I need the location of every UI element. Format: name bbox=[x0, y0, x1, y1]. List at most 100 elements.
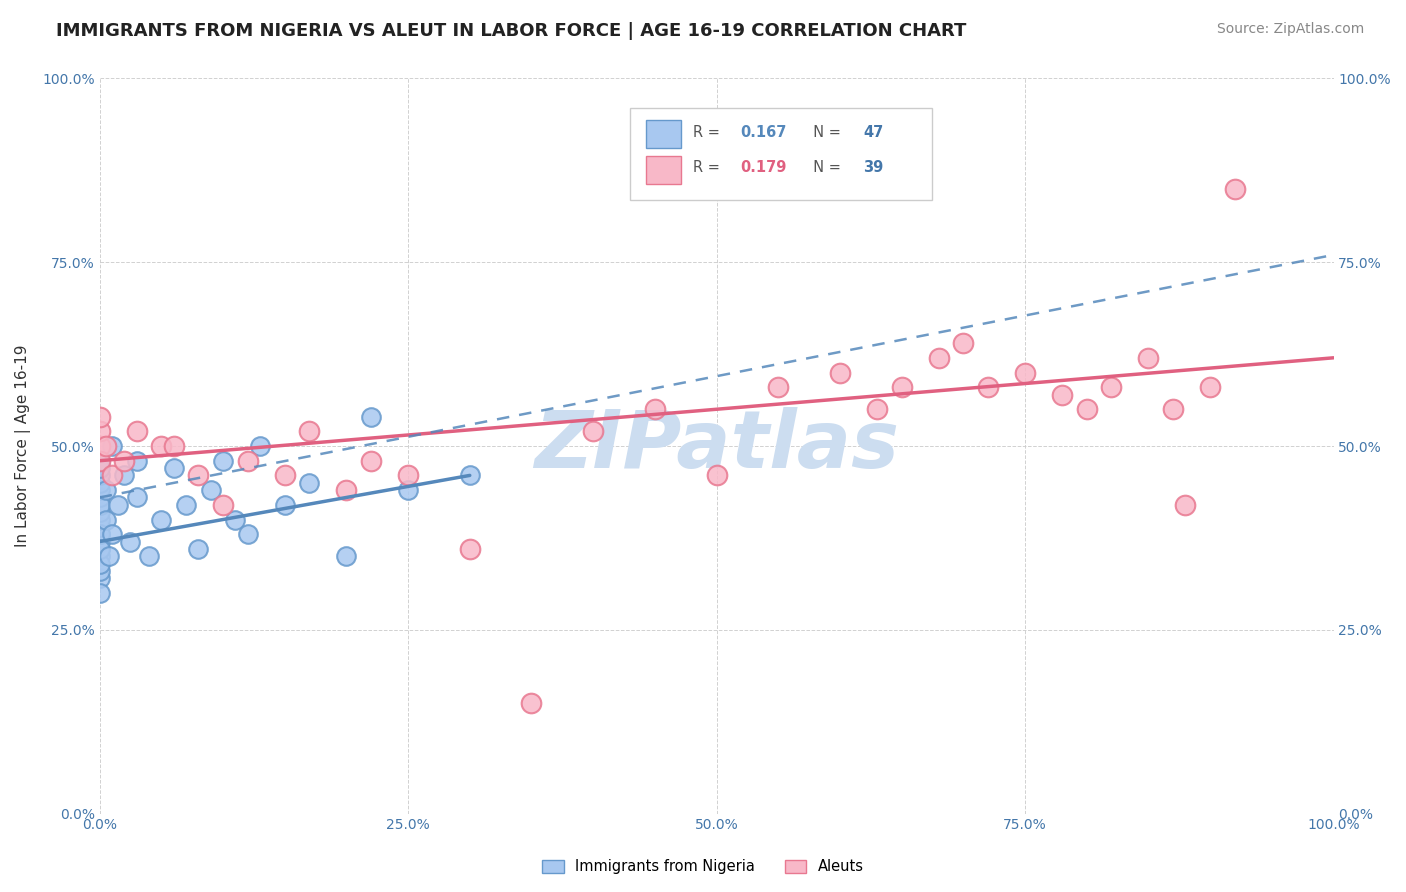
Point bbox=[200, 483, 222, 497]
Point bbox=[187, 541, 209, 556]
Point bbox=[89, 541, 111, 556]
Point bbox=[89, 461, 111, 475]
Point bbox=[1174, 498, 1197, 512]
Point bbox=[89, 498, 111, 512]
Point bbox=[1076, 402, 1098, 417]
Point bbox=[335, 483, 357, 497]
Point bbox=[89, 498, 111, 512]
Y-axis label: In Labor Force | Age 16-19: In Labor Force | Age 16-19 bbox=[15, 345, 31, 548]
Point bbox=[298, 475, 321, 490]
Point bbox=[89, 527, 111, 541]
Point bbox=[89, 409, 111, 424]
Point bbox=[866, 402, 889, 417]
Point bbox=[89, 557, 111, 571]
Point bbox=[89, 475, 111, 490]
Point bbox=[125, 491, 148, 505]
Point bbox=[952, 336, 974, 351]
Point bbox=[89, 491, 111, 505]
Text: 39: 39 bbox=[863, 160, 883, 175]
Point bbox=[396, 483, 419, 497]
Point bbox=[1099, 380, 1122, 394]
Point bbox=[89, 483, 111, 497]
Text: 47: 47 bbox=[863, 125, 883, 140]
Point bbox=[120, 534, 142, 549]
Point bbox=[1137, 351, 1160, 365]
Point bbox=[150, 439, 173, 453]
Point bbox=[94, 512, 117, 526]
Point bbox=[520, 696, 543, 710]
Point bbox=[582, 425, 605, 439]
Point bbox=[928, 351, 950, 365]
Point bbox=[138, 549, 160, 564]
Point bbox=[112, 453, 135, 467]
Point bbox=[89, 571, 111, 585]
Point bbox=[162, 439, 184, 453]
Point bbox=[706, 468, 728, 483]
Point bbox=[212, 498, 235, 512]
Point bbox=[89, 586, 111, 600]
Point bbox=[89, 564, 111, 578]
Point bbox=[273, 468, 295, 483]
Point bbox=[162, 461, 184, 475]
Point bbox=[174, 498, 197, 512]
Point bbox=[644, 402, 666, 417]
Point bbox=[1014, 366, 1036, 380]
Point bbox=[89, 425, 111, 439]
Point bbox=[89, 549, 111, 564]
Text: R =: R = bbox=[693, 125, 724, 140]
Point bbox=[98, 549, 121, 564]
Point bbox=[273, 498, 295, 512]
Point bbox=[458, 541, 481, 556]
Text: ZIPatlas: ZIPatlas bbox=[534, 407, 898, 485]
Point bbox=[977, 380, 1000, 394]
Point bbox=[150, 512, 173, 526]
Point bbox=[89, 453, 111, 467]
Point bbox=[1199, 380, 1222, 394]
Point bbox=[236, 527, 259, 541]
Point bbox=[101, 468, 124, 483]
Point bbox=[125, 425, 148, 439]
Text: N =: N = bbox=[804, 160, 845, 175]
Point bbox=[396, 468, 419, 483]
Point bbox=[1223, 182, 1246, 196]
Point bbox=[890, 380, 912, 394]
Bar bbox=[647, 156, 681, 184]
Point bbox=[89, 534, 111, 549]
Text: 0.179: 0.179 bbox=[740, 160, 786, 175]
Point bbox=[298, 425, 321, 439]
Point bbox=[249, 439, 271, 453]
Text: R =: R = bbox=[693, 160, 724, 175]
Point bbox=[768, 380, 790, 394]
Point bbox=[89, 505, 111, 519]
Point bbox=[1161, 402, 1184, 417]
Point bbox=[89, 527, 111, 541]
Point bbox=[107, 498, 129, 512]
Text: IMMIGRANTS FROM NIGERIA VS ALEUT IN LABOR FORCE | AGE 16-19 CORRELATION CHART: IMMIGRANTS FROM NIGERIA VS ALEUT IN LABO… bbox=[56, 22, 966, 40]
Point bbox=[1050, 387, 1073, 401]
Point bbox=[224, 512, 246, 526]
Legend: Immigrants from Nigeria, Aleuts: Immigrants from Nigeria, Aleuts bbox=[536, 854, 870, 880]
Text: N =: N = bbox=[804, 125, 845, 140]
Point bbox=[236, 453, 259, 467]
Point bbox=[335, 549, 357, 564]
Point bbox=[89, 520, 111, 534]
FancyBboxPatch shape bbox=[630, 108, 932, 200]
Point bbox=[187, 468, 209, 483]
Point bbox=[360, 409, 382, 424]
Point bbox=[125, 453, 148, 467]
Point bbox=[360, 453, 382, 467]
Point bbox=[89, 468, 111, 483]
Point bbox=[89, 512, 111, 526]
Point bbox=[89, 541, 111, 556]
Text: Source: ZipAtlas.com: Source: ZipAtlas.com bbox=[1216, 22, 1364, 37]
Point bbox=[101, 439, 124, 453]
Point bbox=[828, 366, 851, 380]
Point bbox=[212, 453, 235, 467]
Point bbox=[89, 453, 111, 467]
Point bbox=[101, 527, 124, 541]
Text: 0.167: 0.167 bbox=[740, 125, 786, 140]
Point bbox=[112, 468, 135, 483]
Point bbox=[94, 439, 117, 453]
Point bbox=[94, 483, 117, 497]
Point bbox=[89, 439, 111, 453]
